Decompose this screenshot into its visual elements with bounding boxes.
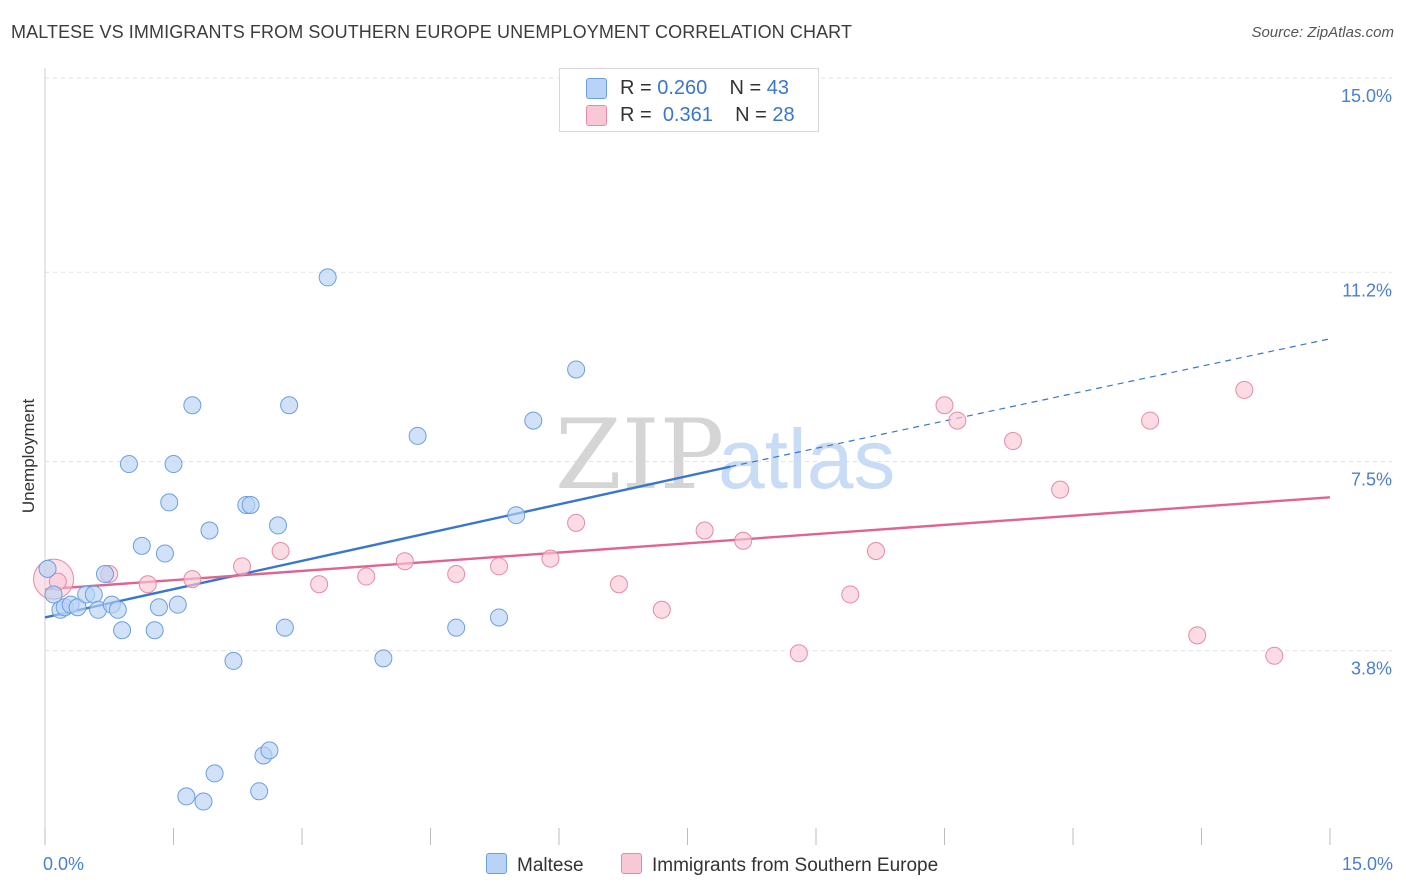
maltese-point <box>490 608 509 627</box>
legend-item-maltese[interactable]: Maltese <box>486 853 584 877</box>
legend-n-value: 43 <box>766 77 790 99</box>
watermark: ZIP atlas <box>555 399 895 511</box>
maltese-point <box>155 544 174 563</box>
y-axis-label: Unemployment <box>19 399 38 514</box>
maltese-trend-line <box>44 465 731 619</box>
maltese-point <box>205 764 224 783</box>
immigrants-point <box>138 575 157 594</box>
immigrants-swatch <box>621 853 642 874</box>
legend-n-label: N = <box>735 104 773 126</box>
maltese-point <box>145 621 164 640</box>
immigrants-point <box>1265 646 1284 665</box>
immigrants-swatch <box>586 105 607 126</box>
maltese-point <box>194 792 213 811</box>
maltese-point <box>164 455 183 474</box>
legend-item-immigrants[interactable]: Immigrants from Southern Europe <box>621 853 938 877</box>
immigrants-point <box>310 575 329 594</box>
legend-n-label: N = <box>729 77 767 99</box>
maltese-point <box>507 506 526 525</box>
immigrants-point <box>1004 432 1023 451</box>
maltese-point <box>95 564 114 583</box>
maltese-point <box>275 618 294 637</box>
y-tick-label: 11.2% <box>1342 280 1392 300</box>
legend-n-value: 28 <box>772 104 795 126</box>
immigrants-point <box>395 552 414 571</box>
immigrants-point <box>357 567 376 586</box>
maltese-point <box>177 787 196 806</box>
maltese-point <box>524 411 543 430</box>
immigrants-point <box>935 396 954 415</box>
tick-labels: 3.8% 7.5% 11.2% 15.0% 0.0% 15.0% Unemployment <box>19 86 1393 874</box>
immigrants-point <box>841 585 860 604</box>
immigrants-point <box>652 600 671 619</box>
maltese-point <box>132 536 151 555</box>
maltese-point <box>260 741 279 760</box>
legend-r-value: 0.260 <box>657 77 708 99</box>
immigrants-point <box>1235 380 1254 399</box>
stats-legend: R = 0.260 N = 43 R = 0.361 N = 28 <box>559 68 819 132</box>
maltese-point <box>119 455 138 474</box>
source-label: Source: ZipAtlas.com <box>1251 24 1394 41</box>
immigrants-point <box>866 541 885 560</box>
watermark-zip: ZIP <box>555 399 724 511</box>
maltese-point <box>44 585 63 604</box>
maltese-point <box>160 493 179 512</box>
immigrants-point <box>948 411 967 430</box>
immigrants-point <box>233 557 252 576</box>
gridlines <box>45 77 1392 652</box>
immigrants-point <box>789 644 808 663</box>
immigrants-point <box>609 575 628 594</box>
maltese-trend-extension <box>730 338 1331 468</box>
legend-r-value: 0.361 <box>662 104 713 126</box>
maltese-point <box>168 595 187 614</box>
maltese-swatch <box>486 853 507 874</box>
maltese-swatch <box>586 78 607 99</box>
maltese-point <box>149 598 168 617</box>
x-tick-label: 0.0% <box>43 854 84 874</box>
maltese-point <box>280 396 299 415</box>
chart-title: MALTESE VS IMMIGRANTS FROM SOUTHERN EURO… <box>11 22 853 42</box>
legend-label-maltese: Maltese <box>517 855 584 876</box>
maltese-point <box>108 600 127 619</box>
maltese-point <box>241 495 260 514</box>
maltese-point <box>318 268 337 287</box>
maltese-point <box>269 516 288 535</box>
immigrants-point <box>1141 411 1160 430</box>
immigrants-point <box>541 549 560 568</box>
immigrants-point <box>1051 480 1070 499</box>
maltese-point <box>200 521 219 540</box>
maltese-point <box>183 396 202 415</box>
watermark-atlas: atlas <box>718 412 895 506</box>
data-points <box>33 268 1284 811</box>
immigrants-trend-line <box>44 496 1331 591</box>
immigrants-point <box>183 570 202 589</box>
y-tick-label: 3.8% <box>1351 659 1392 679</box>
maltese-point <box>113 621 132 640</box>
maltese-point <box>250 782 269 801</box>
trend-lines <box>44 338 1331 619</box>
maltese-point <box>68 598 87 617</box>
legend-r-label: R = <box>620 104 658 126</box>
immigrants-point <box>695 521 714 540</box>
immigrants-point <box>271 541 290 560</box>
maltese-point <box>567 360 586 379</box>
axes <box>44 68 1331 845</box>
immigrants-point <box>567 513 586 532</box>
legend-label-immigrants: Immigrants from Southern Europe <box>652 855 939 876</box>
legend-r-label: R = <box>620 77 658 99</box>
immigrants-point <box>490 557 509 576</box>
maltese-point <box>84 585 103 604</box>
immigrants-point <box>734 531 753 550</box>
maltese-point <box>447 618 466 637</box>
maltese-point <box>374 649 393 668</box>
immigrants-point <box>447 564 466 583</box>
maltese-point <box>224 651 243 670</box>
immigrants-point <box>1188 626 1207 645</box>
y-tick-label: 7.5% <box>1351 470 1392 490</box>
y-tick-label: 15.0% <box>1341 86 1392 106</box>
x-tick-label: 15.0% <box>1342 854 1393 874</box>
maltese-point <box>408 426 427 445</box>
maltese-point <box>38 559 57 578</box>
